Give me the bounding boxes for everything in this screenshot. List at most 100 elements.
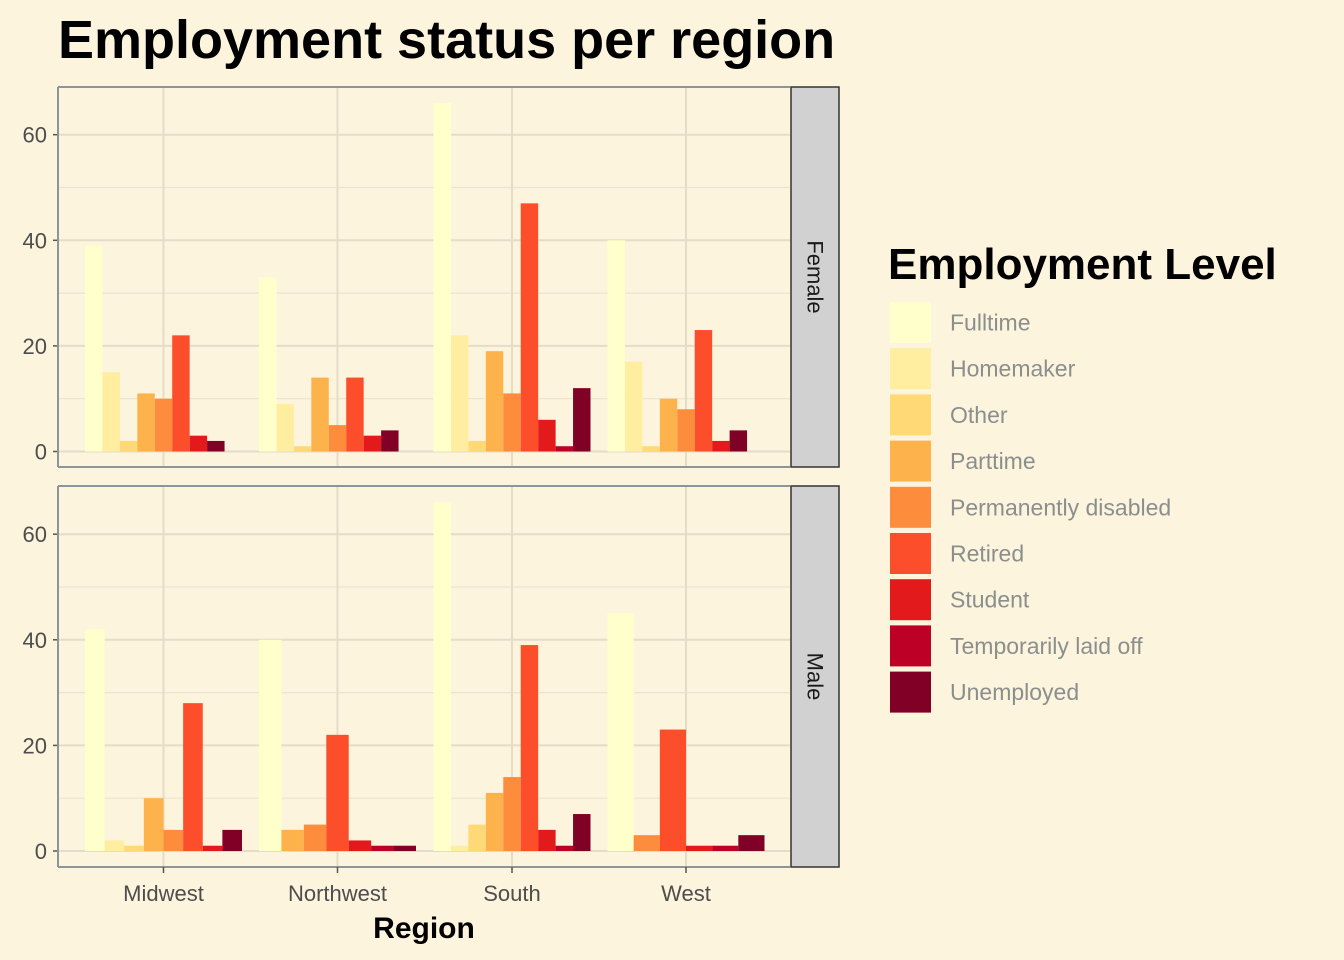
legend-item-other: Other — [890, 394, 1008, 436]
bar-female-midwest-permanently-disabled — [154, 398, 173, 452]
legend-label: Student — [950, 587, 1030, 613]
bar-male-midwest-parttime — [143, 798, 164, 851]
bar-female-northwest-homemaker — [276, 403, 294, 452]
bar-female-south-fulltime — [433, 103, 451, 452]
legend-key — [890, 579, 931, 621]
bar-female-west-unemployed — [729, 430, 748, 452]
legend-label: Temporarily laid off — [950, 633, 1143, 659]
bar-male-midwest-unemployed — [222, 829, 243, 851]
legend-label: Homemaker — [950, 356, 1076, 382]
facet-strip — [790, 485, 840, 868]
x-tick-label-south: South — [483, 881, 541, 906]
legend-item-temporarily-laid-off: Temporarily laid off — [890, 625, 1143, 667]
y-tick-label: 20 — [23, 733, 47, 758]
x-tick-label-northwest: Northwest — [288, 881, 387, 906]
legend-title: Employment Level — [888, 240, 1277, 289]
bar-male-south-permanently-disabled — [503, 777, 521, 851]
bar-male-south-temporarily-laid-off — [555, 845, 574, 851]
bar-female-midwest-parttime — [137, 393, 155, 452]
legend-label: Permanently disabled — [950, 494, 1171, 520]
legend-key — [890, 440, 931, 482]
legend-key — [890, 533, 931, 574]
legend-key — [890, 348, 931, 390]
facet-strip — [790, 86, 840, 468]
bar-male-south-retired — [520, 645, 539, 851]
x-axis-ticks: Midwest Northwest South West — [123, 867, 711, 906]
legend-key — [890, 625, 931, 667]
legend-key — [890, 302, 931, 343]
bar-female-northwest-fulltime — [259, 277, 277, 452]
bar-male-south-other — [468, 824, 486, 851]
bar-female-south-permanently-disabled — [503, 393, 521, 452]
bar-male-northwest-student — [348, 840, 372, 851]
bar-female-midwest-student — [189, 435, 208, 452]
bar-female-south-retired — [520, 203, 539, 452]
bar-male-south-student — [538, 829, 556, 851]
bar-male-midwest-other — [124, 845, 144, 851]
bar-male-south-parttime — [485, 792, 504, 851]
facet-panel-male: 0 20 40 60 Male — [23, 485, 840, 868]
legend-item-parttime: Parttime — [890, 440, 1036, 482]
x-tick-label-midwest: Midwest — [123, 881, 204, 906]
bar-female-west-homemaker — [624, 361, 643, 452]
bar-female-west-student — [712, 440, 730, 452]
bar-female-midwest-fulltime — [85, 245, 103, 452]
x-tick-label-west: West — [661, 881, 711, 906]
bar-male-west-temporarily-laid-off — [712, 845, 739, 851]
legend-item-student: Student — [890, 579, 1030, 621]
bar-female-south-homemaker — [450, 335, 469, 452]
bar-female-northwest-other — [293, 446, 312, 452]
chart-title: Employment status per region — [58, 10, 835, 70]
bar-male-midwest-homemaker — [104, 840, 125, 851]
bar-male-northwest-fulltime — [259, 639, 282, 851]
bar-male-northwest-temporarily-laid-off — [371, 845, 394, 851]
bar-male-south-fulltime — [433, 502, 451, 851]
bar-male-south-unemployed — [573, 814, 591, 851]
bar-male-west-permanently-disabled — [633, 835, 660, 851]
bar-male-midwest-retired — [183, 703, 203, 851]
bar-female-northwest-parttime — [311, 377, 329, 452]
y-tick-label: 60 — [23, 522, 47, 547]
bar-male-west-retired — [659, 729, 686, 851]
bar-male-northwest-retired — [326, 734, 349, 851]
y-tick-label: 60 — [23, 123, 47, 148]
facet-strip-label: Female — [803, 240, 828, 313]
bar-male-west-student — [686, 845, 713, 851]
y-tick-label: 40 — [23, 628, 47, 653]
legend: Fulltime Homemaker Other Parttime Permanentl… — [890, 302, 1171, 713]
legend-item-retired: Retired — [890, 533, 1024, 574]
bar-male-west-unemployed — [738, 835, 765, 851]
bar-female-midwest-other — [119, 440, 138, 452]
legend-item-fulltime: Fulltime — [890, 302, 1031, 343]
bar-female-midwest-retired — [172, 335, 190, 452]
legend-label: Fulltime — [950, 310, 1031, 336]
bar-female-south-unemployed — [573, 388, 591, 452]
bar-female-west-permanently-disabled — [677, 409, 695, 452]
bar-female-south-temporarily-laid-off — [555, 446, 574, 452]
chart-panels: 0 20 40 60 Female 0 20 40 60 Male — [23, 86, 840, 868]
legend-label: Retired — [950, 541, 1024, 567]
x-axis-label: Region — [373, 912, 475, 945]
bar-male-northwest-unemployed — [393, 845, 416, 851]
legend-label: Other — [950, 402, 1008, 428]
facet-panel-female: 0 20 40 60 Female — [23, 86, 840, 468]
legend-key — [890, 394, 931, 436]
legend-key — [890, 486, 931, 528]
bar-male-northwest-permanently-disabled — [303, 824, 327, 851]
bar-female-northwest-unemployed — [381, 430, 399, 452]
legend-key — [890, 671, 931, 713]
bar-male-northwest-parttime — [281, 829, 304, 851]
bar-female-west-retired — [694, 330, 713, 452]
bar-female-west-other — [642, 446, 660, 452]
bar-male-west-fulltime — [607, 613, 634, 851]
bar-female-midwest-unemployed — [207, 440, 225, 452]
bar-female-west-fulltime — [607, 240, 625, 452]
bar-male-south-homemaker — [450, 845, 469, 851]
bar-male-midwest-permanently-disabled — [163, 829, 184, 851]
y-tick-label: 20 — [23, 334, 47, 359]
bar-female-northwest-permanently-disabled — [328, 425, 347, 452]
legend-item-homemaker: Homemaker — [890, 348, 1076, 390]
bar-female-midwest-homemaker — [102, 372, 120, 452]
legend-label: Unemployed — [950, 679, 1079, 705]
